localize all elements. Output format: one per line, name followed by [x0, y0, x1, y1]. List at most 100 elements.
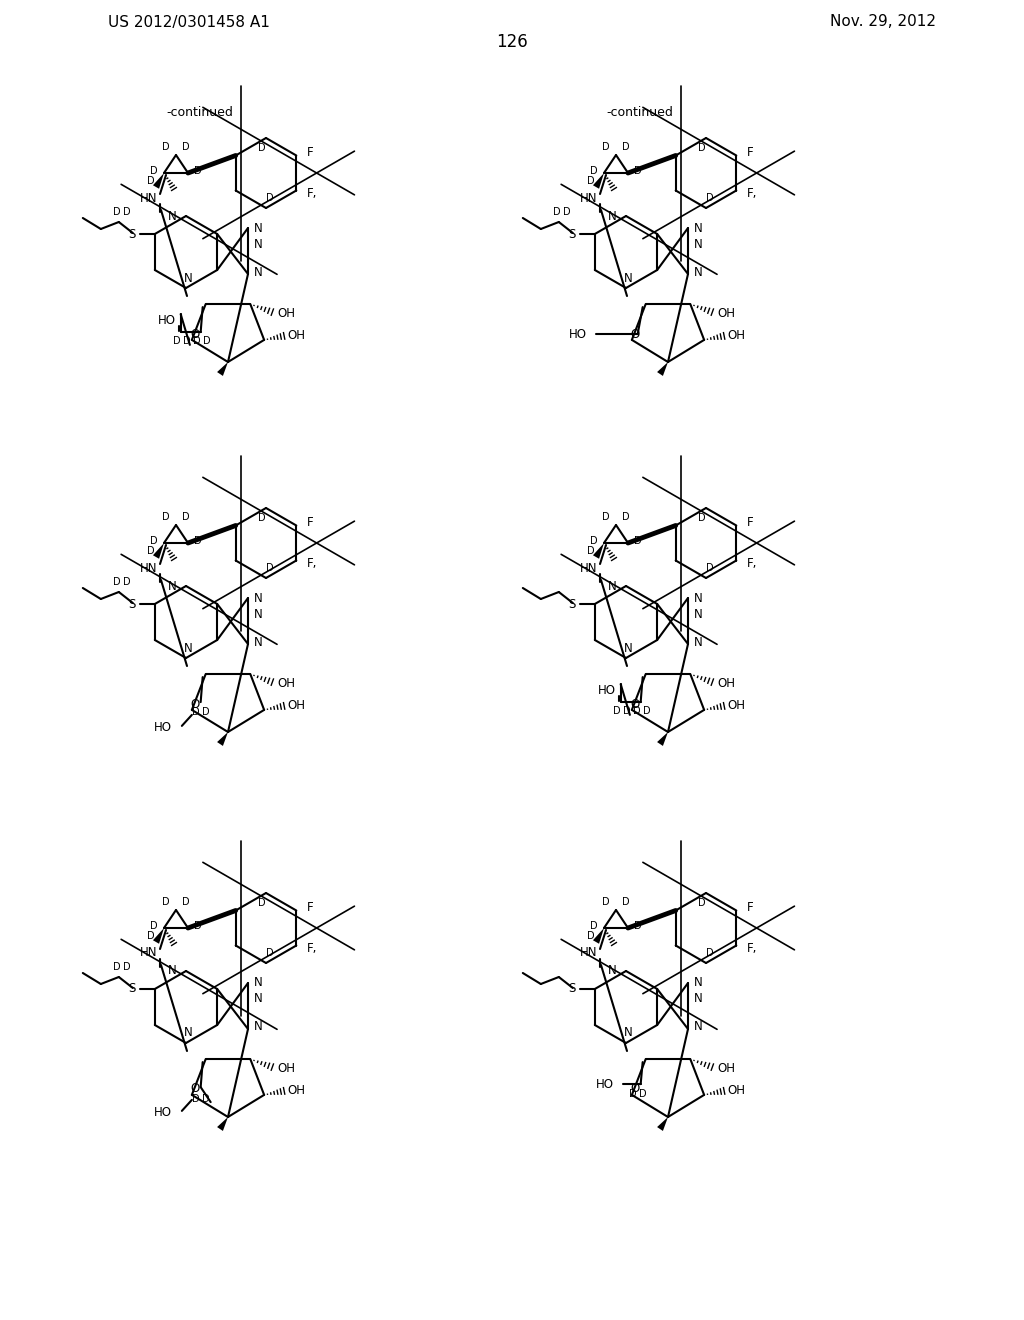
Text: F: F	[746, 147, 754, 158]
Text: D: D	[634, 166, 642, 176]
Text: N: N	[693, 265, 702, 279]
Text: D: D	[623, 706, 631, 717]
Polygon shape	[217, 733, 228, 746]
Text: D: D	[258, 513, 266, 523]
Polygon shape	[593, 928, 604, 944]
Polygon shape	[153, 543, 164, 558]
Text: N: N	[624, 642, 633, 655]
Text: D: D	[258, 898, 266, 908]
Text: OH: OH	[287, 330, 305, 342]
Text: OH: OH	[287, 1085, 305, 1097]
Text: HO: HO	[598, 684, 615, 697]
Text: N: N	[693, 1020, 702, 1034]
Text: F,: F,	[307, 187, 317, 201]
Text: N: N	[607, 965, 616, 978]
Text: -continued: -continued	[166, 106, 232, 119]
Text: D: D	[553, 207, 560, 216]
Text: N: N	[254, 635, 262, 648]
Text: US 2012/0301458 A1: US 2012/0301458 A1	[108, 15, 270, 29]
Text: D: D	[633, 706, 640, 717]
Polygon shape	[153, 173, 164, 189]
Text: N: N	[254, 607, 262, 620]
Text: N: N	[183, 642, 193, 655]
Text: N: N	[607, 579, 616, 593]
Text: D: D	[698, 143, 706, 153]
Text: D: D	[587, 546, 595, 556]
Text: D: D	[634, 536, 642, 546]
Polygon shape	[217, 1117, 228, 1131]
Polygon shape	[657, 362, 668, 376]
Text: F,: F,	[307, 942, 317, 954]
Text: D: D	[147, 546, 155, 556]
Polygon shape	[153, 928, 164, 944]
Text: F: F	[746, 516, 754, 529]
Text: Nov. 29, 2012: Nov. 29, 2012	[830, 15, 936, 29]
Text: D: D	[707, 564, 714, 573]
Text: D: D	[698, 898, 706, 908]
Text: D: D	[193, 337, 201, 346]
Text: OH: OH	[287, 700, 305, 713]
Text: N: N	[693, 591, 702, 605]
Text: OH: OH	[718, 306, 735, 319]
Text: D: D	[162, 512, 170, 521]
Text: D: D	[113, 207, 121, 216]
Text: F,: F,	[748, 942, 758, 954]
Text: N: N	[693, 607, 702, 620]
Text: D: D	[587, 176, 595, 186]
Text: HO: HO	[154, 1106, 172, 1119]
Text: D: D	[629, 1089, 637, 1100]
Text: OH: OH	[278, 677, 295, 689]
Text: N: N	[607, 210, 616, 223]
Text: HN: HN	[580, 946, 597, 960]
Text: S: S	[568, 598, 575, 610]
Text: N: N	[254, 1020, 262, 1034]
Text: N: N	[254, 238, 262, 251]
Text: D: D	[266, 948, 273, 958]
Text: OH: OH	[718, 677, 735, 689]
Text: N: N	[693, 635, 702, 648]
Polygon shape	[217, 362, 228, 376]
Text: D: D	[698, 513, 706, 523]
Text: D: D	[639, 1089, 646, 1100]
Text: D: D	[587, 931, 595, 941]
Text: D: D	[623, 898, 630, 907]
Text: F: F	[307, 902, 313, 913]
Text: D: D	[195, 536, 202, 546]
Text: O: O	[630, 327, 639, 341]
Text: HN: HN	[139, 191, 157, 205]
Text: D: D	[183, 337, 190, 346]
Text: HO: HO	[154, 722, 172, 734]
Text: F,: F,	[307, 557, 317, 570]
Text: N: N	[693, 222, 702, 235]
Text: D: D	[151, 166, 158, 176]
Text: N: N	[693, 977, 702, 990]
Text: HN: HN	[139, 561, 157, 574]
Text: D: D	[182, 512, 189, 521]
Text: D: D	[258, 143, 266, 153]
Text: D: D	[151, 536, 158, 546]
Text: D: D	[191, 1094, 200, 1104]
Text: D: D	[707, 948, 714, 958]
Text: D: D	[182, 143, 189, 152]
Text: D: D	[202, 708, 210, 717]
Text: S: S	[128, 982, 135, 995]
Text: HO: HO	[158, 314, 176, 326]
Text: D: D	[162, 898, 170, 907]
Text: OH: OH	[278, 1061, 295, 1074]
Text: HO: HO	[568, 327, 587, 341]
Text: D: D	[590, 921, 598, 931]
Polygon shape	[593, 173, 604, 189]
Text: N: N	[168, 210, 176, 223]
Text: D: D	[634, 921, 642, 931]
Text: O: O	[190, 1082, 200, 1096]
Text: D: D	[113, 577, 121, 587]
Text: HO: HO	[596, 1077, 613, 1090]
Text: O: O	[630, 1082, 639, 1096]
Text: D: D	[563, 207, 570, 216]
Text: D: D	[173, 337, 180, 346]
Text: HN: HN	[139, 946, 157, 960]
Text: O: O	[190, 327, 200, 341]
Text: D: D	[191, 708, 200, 717]
Text: D: D	[147, 931, 155, 941]
Text: N: N	[183, 1027, 193, 1040]
